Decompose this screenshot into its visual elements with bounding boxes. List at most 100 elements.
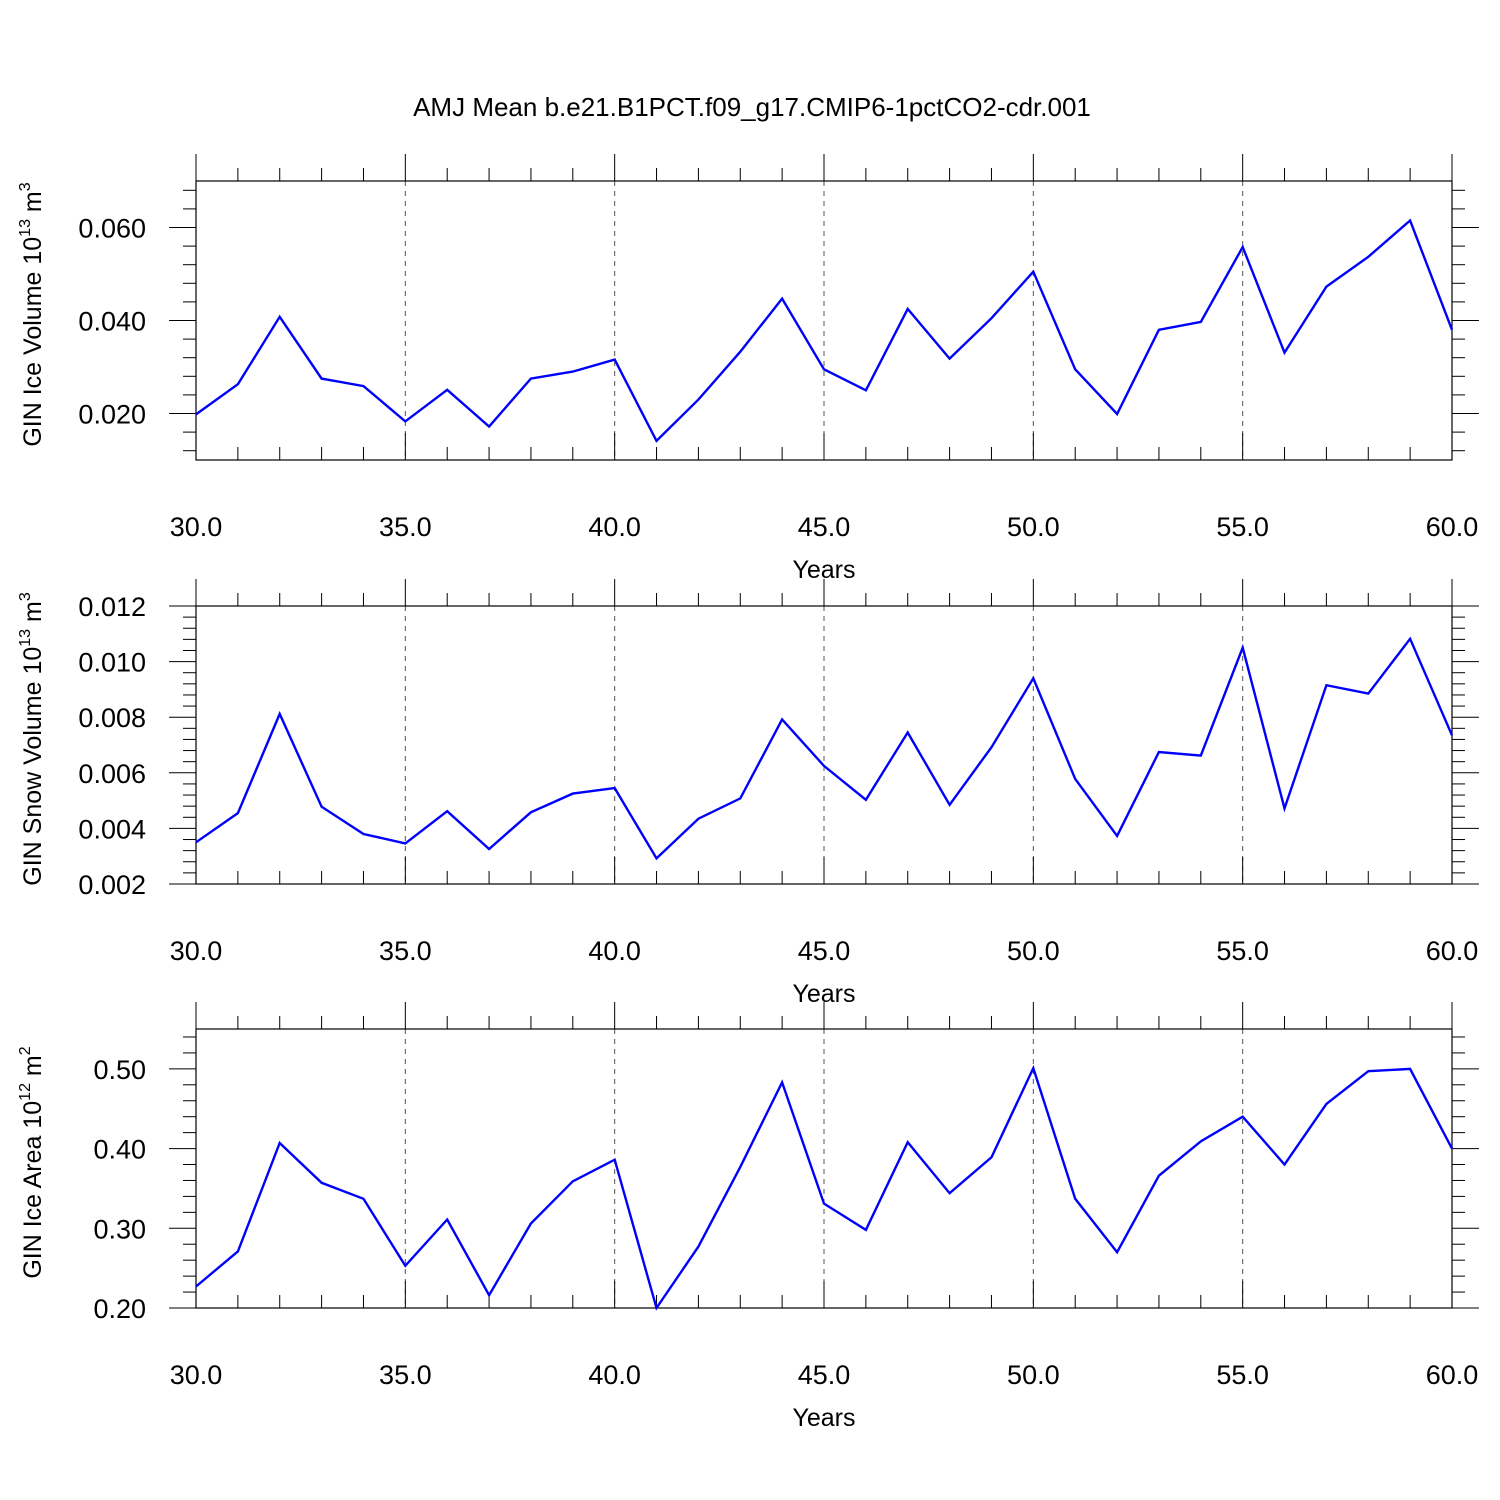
data-point [1408,219,1412,223]
data-point [1366,692,1370,696]
data-point [361,384,365,388]
data-point [906,1140,910,1144]
data-point [1283,351,1287,355]
data-point [655,856,659,860]
y-axis-label: GIN Ice Volume 1013 m3 [17,182,47,446]
data-point [1115,412,1119,416]
y-tick-label: 0.20 [93,1294,146,1324]
data-point [1199,754,1203,758]
data-point [1366,1069,1370,1073]
data-point [822,367,826,371]
series-line [195,218,1454,443]
data-point [1115,1250,1119,1254]
data-point [1450,733,1454,737]
y-tick-label: 0.040 [78,307,146,337]
data-point [989,745,993,749]
data-point [320,377,324,381]
data-point [738,350,742,354]
y-tick-label: 0.012 [78,592,146,622]
y-tick-label: 0.020 [78,400,146,430]
data-point [948,1191,952,1195]
data-point [1450,328,1454,332]
y-tick-label: 0.50 [93,1055,146,1085]
data-point [403,419,407,423]
data-point [822,764,826,768]
x-tick-label: 45.0 [798,936,851,966]
data-point [1199,1139,1203,1143]
data-point [361,1197,365,1201]
y-axis-label: GIN Ice Area 1012 m2 [17,1046,47,1278]
panel-2: 30.0 35.0 40.0 45.0 50.0 55.0 60.0 0.002 0.004 0.… [17,579,1479,1008]
data-point [320,805,324,809]
data-point [445,388,449,392]
x-tick-label: 40.0 [588,512,641,542]
data-point [780,1080,784,1084]
figure-title: AMJ Mean b.e21.B1PCT.f09_g17.CMIP6-1pctC… [413,92,1091,122]
data-point [403,1264,407,1268]
data-point [1324,683,1328,687]
y-tick-label: 0.30 [93,1214,146,1244]
x-tick-label: 60.0 [1426,512,1479,542]
x-tick-label: 35.0 [379,936,432,966]
data-point [780,297,784,301]
data-point [1199,320,1203,324]
y-tick-label: 0.40 [93,1135,146,1165]
x-tick-label: 40.0 [588,1360,641,1390]
data-point [1073,1197,1077,1201]
data-point [696,398,700,402]
x-tick-label: 55.0 [1216,1360,1269,1390]
data-point [1157,1174,1161,1178]
data-point [864,388,868,392]
data-point [948,357,952,361]
data-point [571,370,575,374]
data-point [529,1222,533,1226]
data-point [194,840,198,844]
data-point [487,425,491,429]
data-point [529,810,533,814]
data-point [1073,777,1077,781]
x-tick-label: 30.0 [170,936,223,966]
data-point [906,307,910,311]
data-point [696,1245,700,1249]
series-line [195,1064,1454,1311]
data-point [822,1202,826,1206]
data-point [738,1165,742,1169]
data-point [236,811,240,815]
x-tick-label: 30.0 [170,512,223,542]
data-point [1241,1115,1245,1119]
y-tick-label: 0.010 [78,648,146,678]
x-tick-label: 35.0 [379,512,432,542]
data-point [194,1284,198,1288]
data-point [1157,750,1161,754]
data-point [1157,328,1161,332]
data-point [613,786,617,790]
data-point [1283,1163,1287,1167]
data-point [989,1155,993,1159]
x-tick-label: 45.0 [798,512,851,542]
data-point [278,712,282,716]
data-point [1031,676,1035,680]
data-point [1241,646,1245,650]
data-point [487,1293,491,1297]
data-point [236,1249,240,1253]
data-point [906,730,910,734]
data-point [194,412,198,416]
x-tick-label: 30.0 [170,1360,223,1390]
data-point [1450,1147,1454,1151]
data-point [487,847,491,851]
x-tick-label: 45.0 [798,1360,851,1390]
data-point [403,841,407,845]
x-axis-label: Years [792,1404,855,1432]
data-point [989,316,993,320]
y-tick-label: 0.060 [78,214,146,244]
data-point [361,832,365,836]
data-point [613,1158,617,1162]
data-point [1408,637,1412,641]
x-tick-label: 55.0 [1216,936,1269,966]
data-point [1408,1067,1412,1071]
data-point [571,1179,575,1183]
data-point [1241,245,1245,249]
panels: 30.0 35.0 40.0 45.0 50.0 55.0 60.0 0.020 0.040 0.… [17,154,1479,1432]
data-point [236,382,240,386]
